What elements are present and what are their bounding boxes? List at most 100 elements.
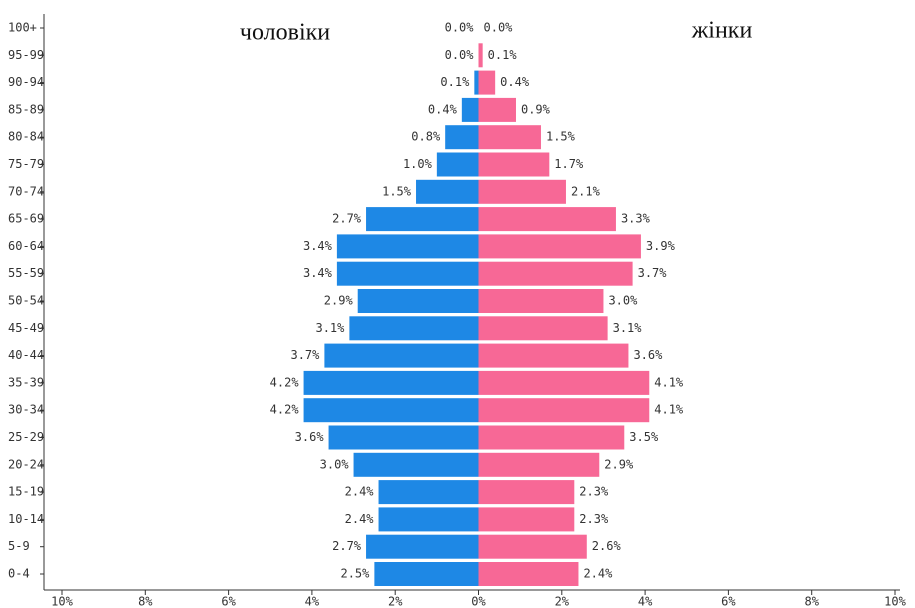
bar bbox=[336, 261, 479, 286]
bar bbox=[303, 398, 479, 423]
data-label: 0.0% bbox=[484, 21, 514, 35]
data-label: 3.0% bbox=[608, 294, 638, 308]
y-tick-label: 20-24 bbox=[8, 457, 44, 471]
y-tick-label: 25-29 bbox=[8, 430, 44, 444]
data-label: 2.6% bbox=[592, 539, 622, 553]
data-label: 4.1% bbox=[654, 403, 684, 417]
data-label: 3.1% bbox=[315, 321, 345, 335]
bar bbox=[445, 125, 479, 150]
data-label: 3.4% bbox=[303, 266, 333, 280]
x-tick-label: 8% bbox=[804, 595, 819, 608]
bar bbox=[366, 534, 479, 559]
x-tick-label: 0% bbox=[471, 595, 486, 608]
bar bbox=[478, 452, 600, 477]
data-label: 3.7% bbox=[638, 266, 668, 280]
y-tick-label: 75-79 bbox=[8, 157, 44, 171]
bar bbox=[461, 97, 479, 122]
bar bbox=[474, 70, 479, 95]
bar bbox=[478, 261, 633, 286]
y-tick-label: 80-84 bbox=[8, 130, 44, 144]
bar bbox=[366, 207, 479, 232]
x-tick-label: 10% bbox=[884, 595, 906, 608]
data-label: 0.0% bbox=[445, 48, 475, 62]
data-label: 3.7% bbox=[290, 348, 320, 362]
bar bbox=[478, 507, 575, 532]
data-label: 2.7% bbox=[332, 539, 362, 553]
data-label: 4.2% bbox=[270, 375, 300, 389]
data-label: 0.8% bbox=[411, 130, 441, 144]
data-label: 3.1% bbox=[613, 321, 643, 335]
bar bbox=[416, 179, 479, 204]
y-tick-label: 100+ bbox=[8, 21, 37, 35]
y-tick-label: 30-34 bbox=[8, 403, 44, 417]
data-label: 3.5% bbox=[629, 430, 659, 444]
bar bbox=[328, 425, 479, 450]
data-label: 4.1% bbox=[654, 375, 684, 389]
data-label: 3.6% bbox=[633, 348, 663, 362]
y-tick-label: 35-39 bbox=[8, 375, 44, 389]
data-label: 0.1% bbox=[440, 75, 470, 89]
x-tick-label: 6% bbox=[221, 595, 236, 608]
bar bbox=[478, 43, 483, 68]
data-label: 3.9% bbox=[646, 239, 676, 253]
bar bbox=[436, 152, 479, 177]
data-label: 1.5% bbox=[382, 184, 412, 198]
bar bbox=[378, 507, 479, 532]
data-label: 2.1% bbox=[571, 184, 601, 198]
x-tick-label: 6% bbox=[721, 595, 736, 608]
bar bbox=[478, 70, 496, 95]
x-tick-label: 8% bbox=[138, 595, 153, 608]
y-tick-label: 60-64 bbox=[8, 239, 44, 253]
data-label: 2.9% bbox=[604, 457, 634, 471]
data-label: 3.6% bbox=[295, 430, 325, 444]
bar bbox=[478, 125, 541, 150]
y-tick-label: 70-74 bbox=[8, 184, 44, 198]
bar bbox=[324, 343, 479, 368]
x-tick-label: 4% bbox=[305, 595, 320, 608]
bar bbox=[478, 562, 579, 586]
y-tick-label: 15-19 bbox=[8, 485, 44, 499]
data-label: 2.3% bbox=[579, 485, 609, 499]
data-label: 2.4% bbox=[583, 567, 613, 581]
data-label: 3.4% bbox=[303, 239, 333, 253]
bar bbox=[478, 370, 650, 395]
data-label: 2.3% bbox=[579, 512, 609, 526]
y-tick-label: 65-69 bbox=[8, 212, 44, 226]
bar bbox=[478, 179, 566, 204]
y-tick-label: 55-59 bbox=[8, 266, 44, 280]
y-tick-label: 50-54 bbox=[8, 294, 44, 308]
data-label: 2.4% bbox=[345, 512, 375, 526]
x-tick-label: 4% bbox=[638, 595, 653, 608]
bar bbox=[478, 152, 550, 177]
data-label: 2.4% bbox=[345, 485, 375, 499]
x-tick-label: 10% bbox=[51, 595, 73, 608]
y-tick-label: 95-99 bbox=[8, 48, 44, 62]
y-tick-label: 5-9 bbox=[8, 539, 30, 553]
bar bbox=[478, 289, 604, 313]
x-tick-label: 2% bbox=[388, 595, 403, 608]
bar bbox=[353, 452, 479, 477]
bar bbox=[478, 480, 575, 505]
data-label: 4.2% bbox=[270, 403, 300, 417]
data-label: 0.9% bbox=[521, 102, 551, 116]
legend-women: жінки bbox=[691, 18, 753, 44]
bar bbox=[378, 480, 479, 505]
data-label: 0.1% bbox=[488, 48, 518, 62]
data-label: 1.5% bbox=[546, 130, 576, 144]
bar bbox=[478, 207, 616, 232]
y-tick-label: 0-4 bbox=[8, 567, 30, 581]
data-label: 3.3% bbox=[621, 212, 651, 226]
bar bbox=[478, 534, 587, 559]
y-tick-label: 40-44 bbox=[8, 348, 44, 362]
y-tick-label: 90-94 bbox=[8, 75, 44, 89]
data-label: 0.4% bbox=[500, 75, 530, 89]
data-label: 2.7% bbox=[332, 212, 362, 226]
data-label: 1.0% bbox=[403, 157, 433, 171]
data-label: 0.4% bbox=[428, 102, 458, 116]
bar bbox=[478, 316, 608, 341]
y-tick-label: 85-89 bbox=[8, 102, 44, 116]
bar bbox=[357, 289, 479, 313]
y-tick-label: 45-49 bbox=[8, 321, 44, 335]
legend-men: чоловіки bbox=[240, 20, 330, 46]
